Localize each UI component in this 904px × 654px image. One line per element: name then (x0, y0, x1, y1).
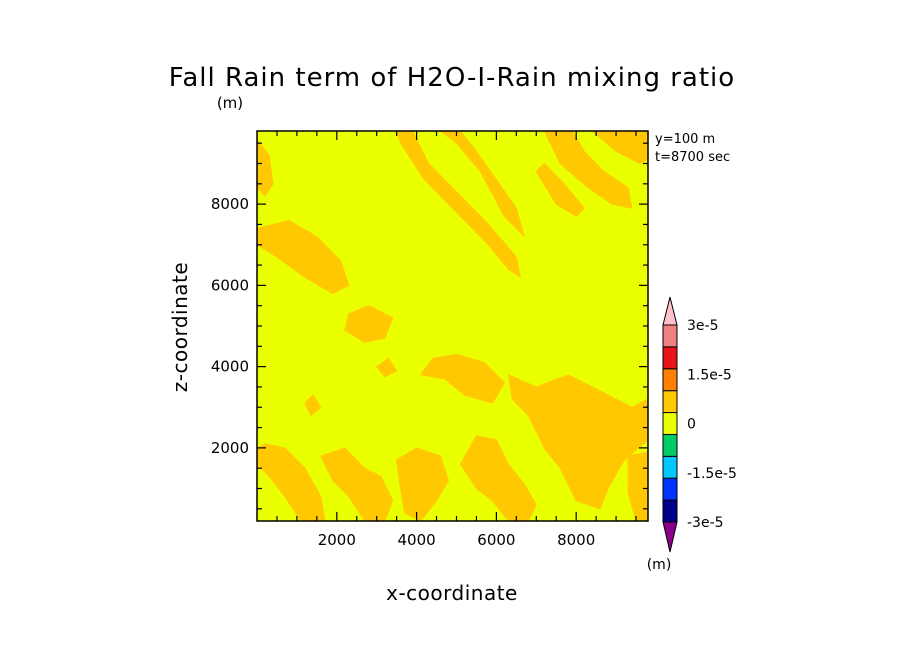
colorbar: 3e-5 1.5e-5 0 -1.5e-5 -3e-5 (662, 296, 737, 553)
contour-patch-15 (304, 394, 322, 417)
contour-patch-3 (439, 131, 525, 237)
annotation-time: t=8700 sec (655, 150, 730, 165)
colorbar-tick-label: 0 (687, 417, 696, 433)
x-tick-label: 8000 (557, 531, 595, 549)
colorbar-box (662, 368, 678, 392)
contour-patch-6 (535, 162, 585, 217)
colorbar-box (662, 499, 678, 523)
y-tick-label: 2000 (211, 439, 249, 457)
x-tick-label: 2000 (318, 531, 356, 549)
colorbar-box (662, 433, 678, 457)
colorbar-tick-label: 1.5e-5 (687, 367, 732, 383)
contour-patch-13 (396, 447, 450, 521)
contour-patch-2 (396, 131, 522, 279)
contour-patch-5 (591, 131, 648, 165)
y-axis-ticks: 2000 4000 6000 8000 (211, 142, 648, 510)
colorbar-box (662, 390, 678, 414)
contour-patch-16 (375, 357, 398, 378)
title-unit: (m) (217, 94, 243, 112)
contour-patch-4 (543, 131, 633, 209)
contour-patch-11 (257, 443, 326, 521)
colorbar-tick-label: -3e-5 (687, 515, 724, 531)
colorbar-tick-label: 3e-5 (687, 318, 718, 334)
contour-patch-8 (419, 353, 506, 404)
contour-patch-10 (459, 435, 537, 521)
contour-patch-9 (507, 373, 648, 510)
colorbar-unit: (m) (647, 557, 672, 573)
x-axis-label: x-coordinate (386, 581, 518, 605)
y-tick-label: 8000 (211, 195, 249, 213)
colorbar-box (662, 477, 678, 501)
x-tick-label: 6000 (477, 531, 515, 549)
colorbar-box (662, 346, 678, 370)
contour-patch-0 (257, 138, 274, 197)
colorbar-lower-arrow (662, 521, 678, 553)
colorbar-box (662, 412, 678, 435)
x-axis-ticks: 2000 4000 6000 8000 (276, 131, 637, 549)
colorbar-upper-arrow (662, 296, 678, 326)
y-tick-label: 4000 (211, 358, 249, 376)
chart-title: Fall Rain term of H2O-I-Rain mixing rati… (169, 63, 735, 93)
y-tick-label: 6000 (211, 276, 249, 294)
annotation-y-position: y=100 m (655, 132, 715, 147)
colorbar-tick-label: -1.5e-5 (687, 466, 737, 482)
contour-patch-12 (320, 447, 394, 521)
contour-patch-7 (344, 305, 394, 343)
colorbar-box (662, 455, 678, 479)
x-tick-label: 4000 (397, 531, 435, 549)
colorbar-box (662, 324, 678, 348)
contour-patch-14 (627, 451, 648, 521)
contour-patch-1 (257, 219, 350, 295)
y-axis-label: z-coordinate (168, 262, 192, 392)
plot-area (256, 130, 649, 522)
